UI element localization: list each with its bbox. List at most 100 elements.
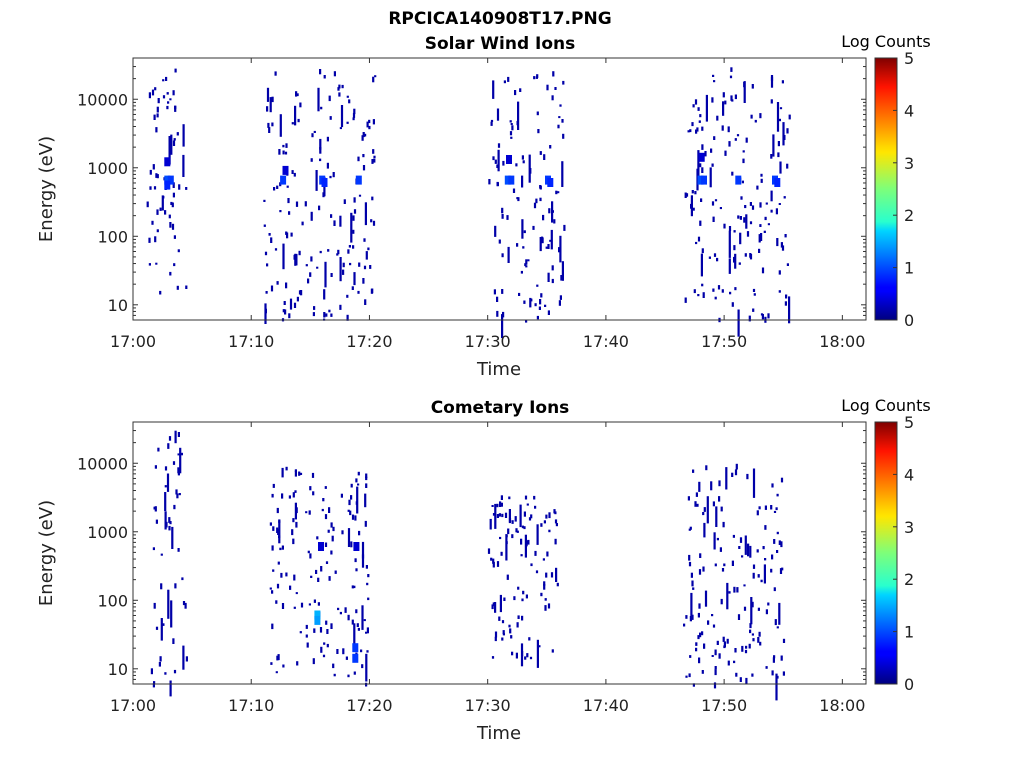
count-cell xyxy=(168,436,172,441)
count-cell xyxy=(731,472,734,477)
count-cell xyxy=(514,90,517,96)
count-cell xyxy=(164,511,167,530)
count-cell xyxy=(752,308,755,312)
count-cell xyxy=(554,87,557,90)
count-cell xyxy=(331,535,334,542)
count-cell xyxy=(689,129,692,133)
count-cell xyxy=(366,650,369,653)
count-cell xyxy=(169,222,172,228)
count-cell xyxy=(353,671,356,675)
count-cell xyxy=(365,251,368,260)
count-cell xyxy=(695,492,698,497)
count-cell xyxy=(510,123,513,126)
count-cell xyxy=(342,648,345,655)
count-cell xyxy=(362,165,366,171)
count-cell xyxy=(517,586,520,590)
count-cell xyxy=(744,253,747,257)
count-cell xyxy=(276,507,279,514)
count-cell xyxy=(762,546,765,550)
count-cell xyxy=(372,220,376,226)
count-cell xyxy=(496,182,499,187)
count-cell xyxy=(346,314,349,321)
count-cell xyxy=(352,643,359,653)
count-cell xyxy=(493,289,496,295)
count-cell xyxy=(536,639,539,668)
count-cell xyxy=(164,466,168,471)
y-tick-label: 1000 xyxy=(87,159,128,178)
count-cell xyxy=(372,119,375,125)
count-cell xyxy=(510,635,513,639)
count-cell xyxy=(692,469,695,473)
count-cell xyxy=(746,473,749,480)
count-cell xyxy=(264,303,267,324)
count-cell xyxy=(694,99,698,105)
count-cell xyxy=(172,140,176,146)
count-cell xyxy=(764,525,767,530)
count-cell xyxy=(726,638,729,644)
count-cell xyxy=(292,492,295,498)
count-cell xyxy=(272,569,275,572)
count-cell xyxy=(763,564,766,584)
count-cell xyxy=(172,192,175,198)
count-cell xyxy=(372,76,375,83)
count-cell xyxy=(325,313,328,317)
count-cell xyxy=(328,576,331,581)
count-cell xyxy=(735,175,742,185)
count-cell xyxy=(525,594,528,599)
count-cell xyxy=(684,192,687,198)
count-cell xyxy=(745,137,748,143)
count-cell xyxy=(332,526,335,532)
count-cell xyxy=(351,585,354,589)
y-tick-label: 100 xyxy=(97,227,128,246)
y-tick-label: 10000 xyxy=(77,90,128,109)
count-cell xyxy=(330,522,333,528)
count-cell xyxy=(491,604,494,610)
count-cell xyxy=(358,194,362,197)
count-cell xyxy=(300,602,304,608)
count-cell xyxy=(333,220,336,226)
count-cell xyxy=(781,245,785,251)
count-cell xyxy=(167,589,170,619)
x-tick-label: 17:40 xyxy=(583,332,629,351)
count-cell xyxy=(174,68,177,73)
count-cell xyxy=(698,120,701,123)
count-cell xyxy=(770,190,773,202)
count-cell xyxy=(544,304,547,307)
count-cell xyxy=(713,136,716,140)
count-cell xyxy=(685,675,688,678)
colorbar-tick-label: 0 xyxy=(904,675,914,694)
count-cell xyxy=(535,570,539,574)
count-cell xyxy=(171,202,174,208)
count-cell xyxy=(760,233,763,241)
count-cell xyxy=(519,88,522,92)
count-cell xyxy=(176,493,179,499)
count-cell xyxy=(511,125,514,131)
count-cell xyxy=(741,180,744,184)
count-cell xyxy=(364,493,367,508)
count-cell xyxy=(155,173,158,178)
count-cell xyxy=(788,114,791,120)
count-cell xyxy=(345,656,348,660)
count-cell xyxy=(767,313,770,319)
count-cell xyxy=(695,642,698,646)
count-cell xyxy=(339,127,342,130)
count-cell xyxy=(772,657,775,663)
count-cell xyxy=(780,655,783,661)
count-cell xyxy=(294,253,297,266)
count-cell xyxy=(539,237,542,252)
count-cell xyxy=(736,587,739,593)
count-cell xyxy=(714,563,717,567)
count-cell xyxy=(263,224,266,227)
count-cell xyxy=(697,294,700,297)
count-cell xyxy=(158,661,161,667)
count-cell xyxy=(757,574,760,578)
count-cell xyxy=(505,534,508,561)
count-cell xyxy=(319,69,322,75)
count-cell xyxy=(348,499,351,506)
count-cell xyxy=(759,641,762,646)
count-cell xyxy=(270,237,273,243)
count-cell xyxy=(322,654,326,658)
colorbar-label-cometary: Log Counts xyxy=(841,396,931,415)
count-cell xyxy=(765,609,768,615)
count-cell xyxy=(305,511,308,514)
